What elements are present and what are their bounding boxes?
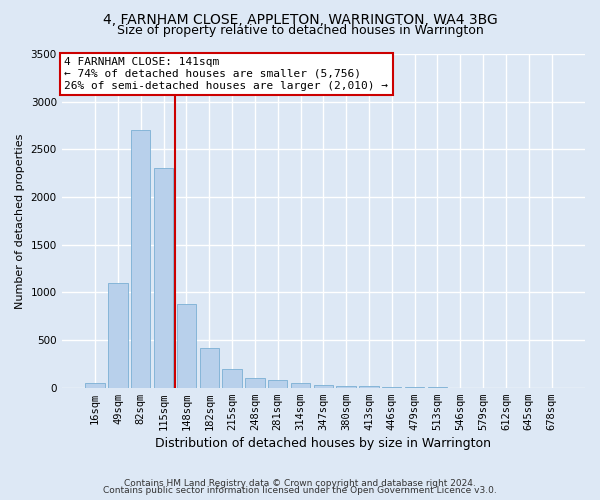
Bar <box>154 168 173 388</box>
X-axis label: Distribution of detached houses by size in Warrington: Distribution of detached houses by size … <box>155 437 491 450</box>
Text: 4 FARNHAM CLOSE: 141sqm
← 74% of detached houses are smaller (5,756)
26% of semi: 4 FARNHAM CLOSE: 141sqm ← 74% of detache… <box>64 58 388 90</box>
Bar <box>177 304 196 388</box>
Bar <box>268 380 287 388</box>
Bar <box>108 283 128 388</box>
Bar <box>359 386 379 388</box>
Bar <box>131 130 151 388</box>
Bar <box>223 368 242 388</box>
Text: 4, FARNHAM CLOSE, APPLETON, WARRINGTON, WA4 3BG: 4, FARNHAM CLOSE, APPLETON, WARRINGTON, … <box>103 12 497 26</box>
Bar <box>291 383 310 388</box>
Y-axis label: Number of detached properties: Number of detached properties <box>15 133 25 308</box>
Text: Contains HM Land Registry data © Crown copyright and database right 2024.: Contains HM Land Registry data © Crown c… <box>124 478 476 488</box>
Bar <box>314 385 333 388</box>
Bar <box>200 348 219 388</box>
Bar <box>337 386 356 388</box>
Text: Contains public sector information licensed under the Open Government Licence v3: Contains public sector information licen… <box>103 486 497 495</box>
Text: Size of property relative to detached houses in Warrington: Size of property relative to detached ho… <box>116 24 484 37</box>
Bar <box>85 383 105 388</box>
Bar <box>245 378 265 388</box>
